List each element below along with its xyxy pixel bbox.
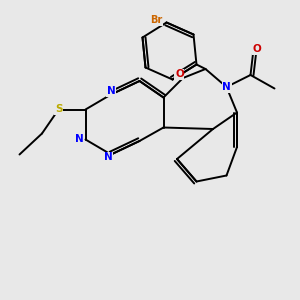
Text: N: N [103,152,112,163]
Text: N: N [106,86,116,96]
Text: O: O [175,69,184,80]
Text: Br: Br [150,15,162,25]
Text: N: N [222,82,231,92]
Text: N: N [74,134,83,145]
Text: S: S [55,104,62,115]
Text: O: O [253,44,262,55]
